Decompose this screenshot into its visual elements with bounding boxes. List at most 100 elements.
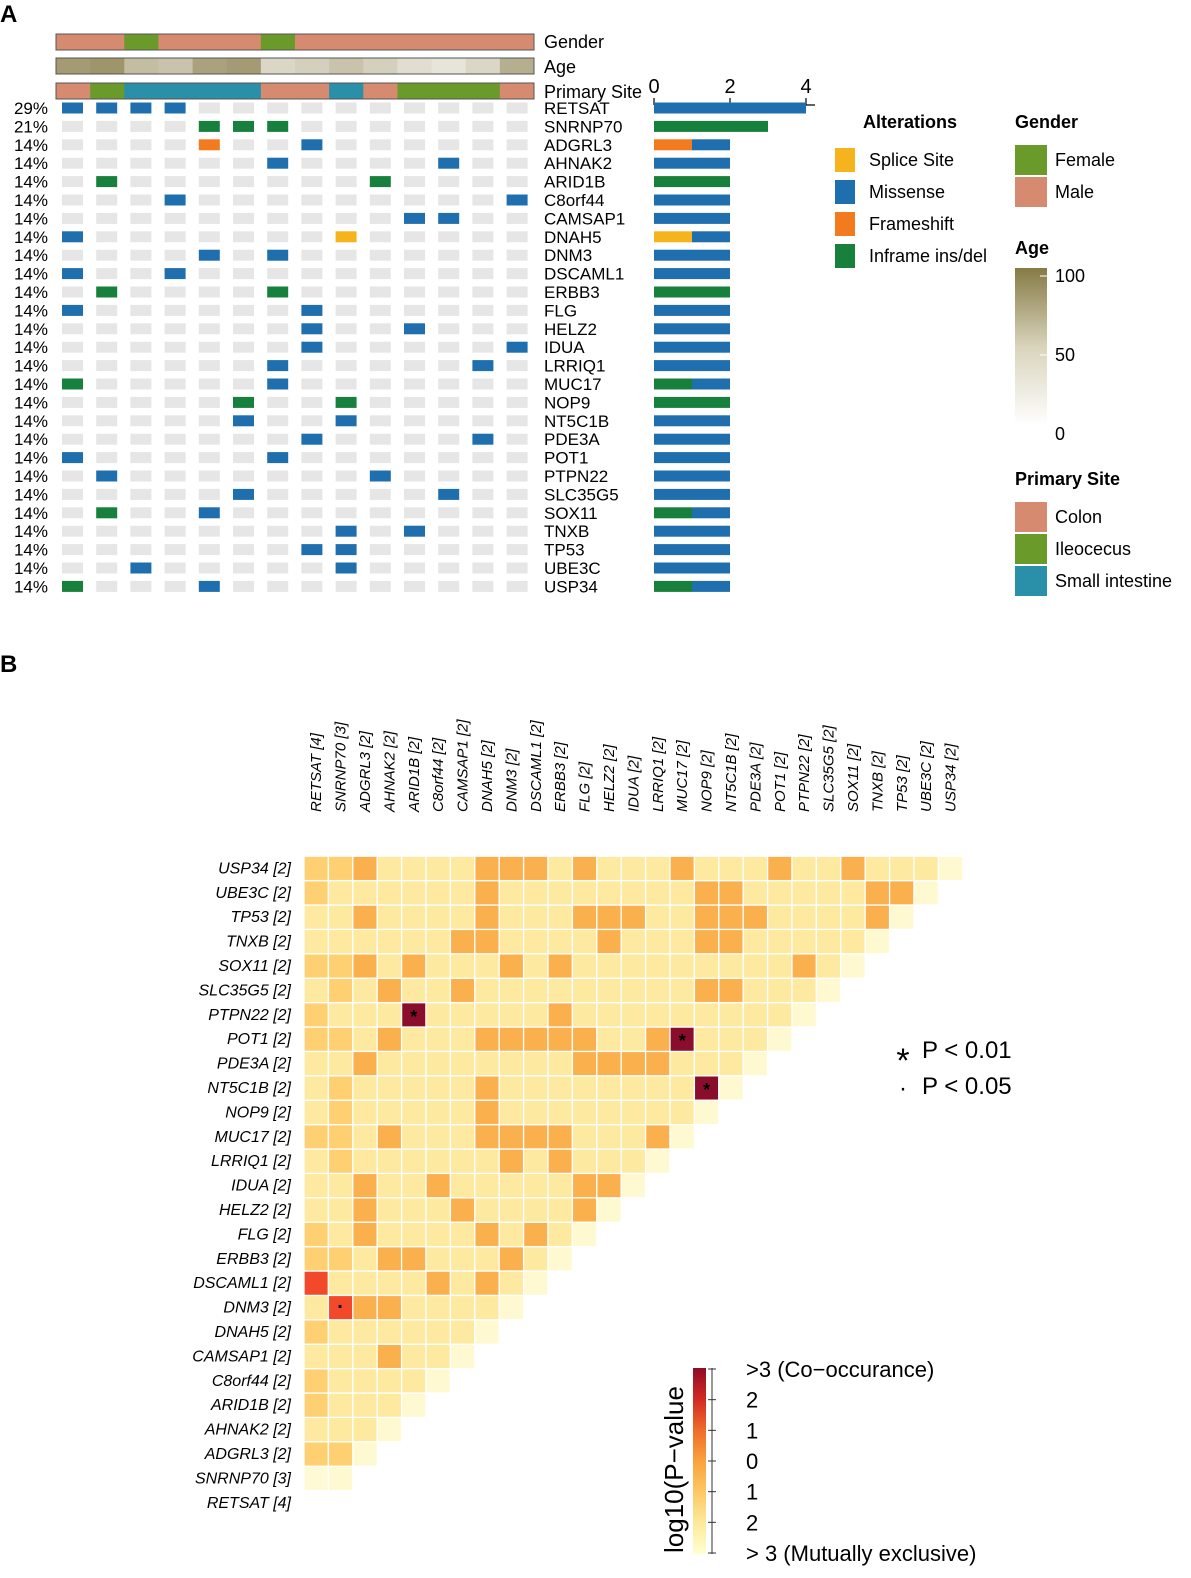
age-cell <box>397 58 433 74</box>
heatmap-cell <box>400 1197 427 1223</box>
empty-cell <box>198 544 220 556</box>
mutation-cell <box>233 120 254 132</box>
heatmap-cell <box>327 1367 354 1394</box>
heatmap-col-label: SNRNP70 [3] <box>333 721 350 812</box>
mutation-cell <box>506 341 528 353</box>
empty-cell <box>369 544 391 556</box>
empty-cell <box>438 470 460 482</box>
primary-site-cell <box>90 83 125 99</box>
heatmap-cell <box>474 1294 500 1321</box>
empty-cell <box>301 562 323 574</box>
empty-cell <box>472 212 494 224</box>
heatmap-cell <box>449 1123 476 1150</box>
gene-percent: 14% <box>14 338 48 357</box>
oncoprint-row: 14% AHNAK2 <box>14 154 612 173</box>
heatmap-cell <box>303 1123 330 1150</box>
empty-cell <box>506 102 528 114</box>
empty-cell <box>369 396 391 408</box>
barplot-bar <box>654 157 730 169</box>
empty-cell <box>301 525 323 537</box>
empty-cell <box>335 286 357 298</box>
empty-cell <box>438 268 460 280</box>
empty-cell <box>404 341 425 353</box>
mutation-cell <box>130 102 152 114</box>
heatmap-row-label: DSCAML1 [2] <box>193 1275 291 1292</box>
heatmap-cell <box>303 1343 330 1370</box>
oncoprint-row: 14% FLG <box>14 301 577 320</box>
heatmap-cell <box>571 855 598 882</box>
heatmap-cell <box>449 928 476 955</box>
heatmap-cell <box>400 1050 427 1077</box>
empty-cell <box>96 488 118 500</box>
heatmap-cell <box>352 1197 378 1223</box>
primary-site-cell <box>158 83 194 99</box>
oncoprint-row: 14% POT1 <box>14 449 588 468</box>
heatmap-cell <box>449 1075 476 1101</box>
empty-cell <box>472 194 494 206</box>
heatmap-cell <box>571 879 598 906</box>
heatmap-cell <box>718 904 744 931</box>
heatmap-cell <box>400 879 427 906</box>
heatmap-cell <box>303 1367 330 1394</box>
legend-primary-site-title: Primary Site <box>1015 469 1120 489</box>
empty-cell <box>301 249 323 261</box>
heatmap-cell <box>669 1050 696 1077</box>
gene-percent: 14% <box>14 173 48 192</box>
heatmap-cell <box>327 1197 354 1223</box>
heatmap-cell <box>522 879 549 906</box>
heatmap-cell <box>327 1221 354 1248</box>
heatmap-cell <box>352 904 378 931</box>
empty-cell <box>438 525 460 537</box>
heatmap-diagonal-cell <box>937 855 964 882</box>
heatmap-cell <box>400 855 427 882</box>
mutation-cell <box>267 378 289 390</box>
empty-cell <box>404 157 425 169</box>
barplot-bar <box>654 194 730 206</box>
heatmap-diagonal-cell <box>327 1465 354 1492</box>
empty-cell <box>438 176 460 188</box>
mutation-cell <box>267 360 289 372</box>
heatmap-cell <box>449 1270 476 1297</box>
heatmap-cell <box>571 1026 598 1053</box>
mutation-cell <box>301 139 323 151</box>
heatmap-cell <box>449 879 476 906</box>
empty-cell <box>506 544 528 556</box>
heatmap-diagonal-cell <box>718 1075 744 1101</box>
empty-cell <box>438 194 460 206</box>
heatmap-cell <box>913 855 940 882</box>
gene-percent: 14% <box>14 357 48 376</box>
empty-cell <box>506 415 528 427</box>
empty-cell <box>301 396 323 408</box>
heatmap-cell <box>425 1172 452 1199</box>
heatmap-cell <box>376 1319 403 1345</box>
empty-cell <box>369 194 391 206</box>
empty-cell <box>369 562 391 574</box>
age-cell <box>329 58 364 74</box>
gene-percent: 14% <box>14 467 48 486</box>
heatmap-cell <box>449 1099 476 1126</box>
empty-cell <box>301 360 323 372</box>
heatmap-cell <box>352 1123 378 1150</box>
heatmap-cell <box>449 1050 476 1077</box>
age-tick-50: 50 <box>1055 345 1075 365</box>
empty-cell <box>267 562 289 574</box>
heatmap-col-label: USP34 [2] <box>943 743 960 812</box>
pvalue-colorbar-label: 2 <box>746 1510 758 1535</box>
legend-gender: Female Male <box>1015 145 1115 207</box>
mutation-cell <box>198 580 220 592</box>
mutation-cell <box>164 102 186 114</box>
empty-cell <box>164 470 186 482</box>
empty-cell <box>130 194 152 206</box>
empty-cell <box>506 452 528 464</box>
heatmap-cell <box>474 855 500 882</box>
heatmap-cell <box>547 1050 574 1077</box>
barplot-bar <box>654 176 730 188</box>
empty-cell <box>62 176 83 188</box>
oncoprint-row: 14% TP53 <box>14 541 585 560</box>
heatmap-cell <box>303 1197 330 1223</box>
age-cell <box>158 58 194 74</box>
empty-cell <box>506 139 528 151</box>
heatmap-cell <box>327 1075 354 1101</box>
annotation-frame <box>55 33 535 51</box>
legend-alterations: Splice Site Missense Frameshift Inframe ins… <box>835 148 987 268</box>
